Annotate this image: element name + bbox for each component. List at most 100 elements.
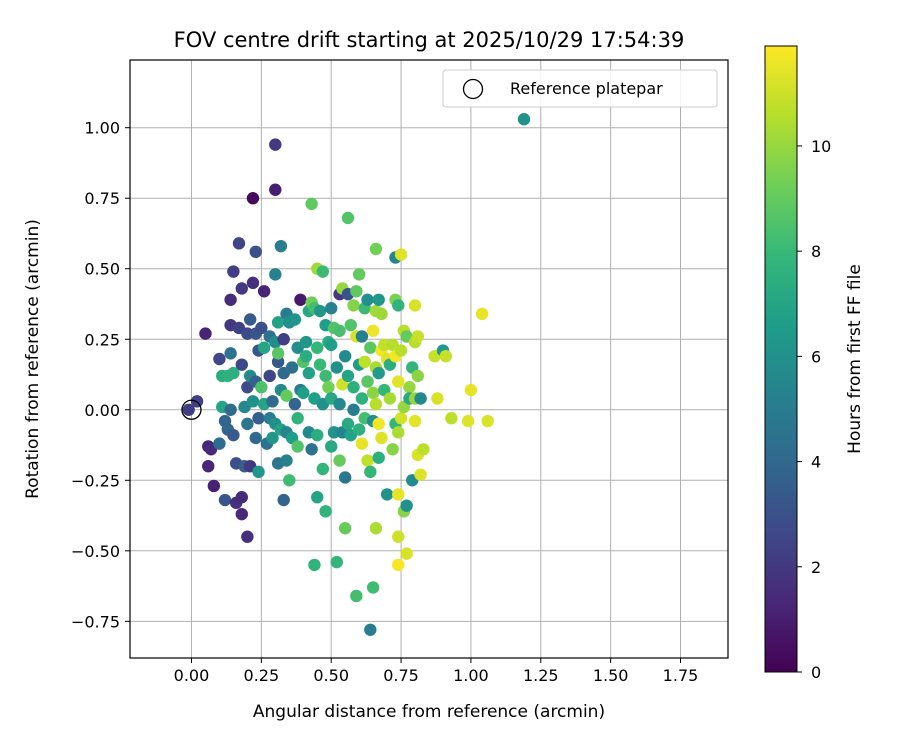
legend: Reference platepar: [442, 69, 718, 108]
data-point: [316, 462, 330, 476]
data-point: [369, 397, 383, 411]
x-tick-label: 0.50: [313, 666, 349, 685]
colorbar-tick-label: 6: [811, 347, 821, 366]
reference-point: [181, 399, 202, 420]
legend-box: [442, 69, 718, 108]
legend-label-reference: Reference platepar: [510, 79, 663, 98]
data-point: [333, 324, 346, 337]
x-tick-label: 0.25: [244, 666, 280, 685]
data-point: [324, 440, 338, 453]
data-point: [366, 386, 380, 400]
data-point: [411, 369, 425, 383]
data-point: [299, 335, 313, 349]
y-tick-label: −0.50: [71, 542, 120, 561]
data-point: [285, 361, 299, 374]
data-point: [364, 623, 377, 636]
data-point: [316, 265, 330, 278]
data-point: [311, 341, 324, 354]
data-point: [431, 392, 444, 405]
data-point: [213, 352, 226, 366]
data-point: [366, 324, 380, 337]
data-point: [213, 437, 226, 450]
data-point: [403, 381, 416, 394]
data-point: [355, 437, 369, 450]
colorbar-ticks: 0 2 4 6 8 10: [797, 137, 831, 682]
data-point: [269, 268, 282, 281]
data-point: [347, 299, 360, 312]
data-point: [344, 318, 357, 332]
data-point: [280, 454, 293, 467]
plot-frame: [129, 59, 729, 659]
data-point: [372, 293, 385, 306]
data-point: [255, 321, 268, 335]
data-point: [341, 417, 355, 431]
y-tick-label: 0.25: [84, 330, 120, 349]
data-point: [461, 414, 475, 428]
data-point: [257, 285, 271, 298]
data-point: [338, 471, 352, 484]
data-point: [266, 431, 279, 445]
data-point: [324, 302, 338, 315]
data-point: [369, 522, 383, 535]
data-point: [271, 316, 285, 329]
data-point: [394, 248, 408, 261]
data-point: [445, 412, 458, 425]
y-axis-ticks: −0.75 −0.50 −0.25 0.00 0.25 0.50 0.75 1.00: [71, 119, 130, 631]
data-point: [414, 392, 427, 405]
data-point: [414, 468, 427, 481]
data-point: [338, 349, 352, 363]
data-point: [361, 454, 374, 467]
data-point: [322, 381, 335, 394]
data-point: [375, 307, 388, 321]
data-point: [319, 505, 332, 518]
data-point: [277, 493, 290, 507]
x-tick-label: 1.75: [663, 666, 699, 685]
data-point: [269, 183, 282, 196]
data-point: [375, 431, 388, 445]
data-point: [475, 307, 489, 321]
data-point: [481, 414, 494, 428]
data-point: [364, 341, 377, 354]
data-point: [411, 330, 425, 343]
data-point: [372, 366, 385, 380]
colorbar-tick-label: 0: [811, 663, 821, 682]
data-point: [392, 426, 405, 439]
data-point: [355, 392, 369, 405]
data-point: [249, 431, 262, 445]
data-point: [302, 366, 316, 380]
data-point: [347, 403, 360, 416]
data-point: [227, 366, 240, 380]
data-points: [182, 113, 531, 636]
data-point: [257, 341, 271, 354]
data-point: [252, 412, 265, 425]
data-point: [408, 414, 422, 428]
data-point: [274, 239, 288, 253]
data-point: [241, 530, 254, 543]
data-point: [207, 479, 221, 493]
data-point: [392, 375, 405, 388]
data-point: [297, 386, 310, 400]
x-axis-ticks: 0.00 0.25 0.50 0.75 1.00 1.25 1.50 1.75: [174, 658, 699, 685]
data-point: [394, 344, 408, 357]
data-point: [246, 395, 260, 408]
x-tick-label: 1.00: [453, 666, 489, 685]
data-point: [241, 417, 254, 431]
data-point: [224, 347, 237, 360]
colorbar-tick-label: 10: [811, 137, 831, 156]
data-point: [358, 355, 371, 369]
data-point: [408, 299, 422, 312]
data-point: [218, 493, 232, 507]
data-point: [392, 558, 405, 572]
y-tick-label: 1.00: [84, 119, 120, 138]
data-point: [299, 349, 313, 363]
colorbar-tick-label: 8: [811, 242, 821, 261]
data-point: [311, 428, 324, 442]
data-point: [369, 242, 383, 256]
y-tick-label: −0.25: [71, 471, 120, 490]
data-point: [182, 403, 195, 416]
data-point: [364, 465, 377, 479]
chart-title: FOV centre drift starting at 2025/10/29 …: [174, 28, 685, 52]
data-point: [324, 338, 338, 352]
data-point: [227, 428, 240, 442]
data-point: [224, 403, 237, 416]
